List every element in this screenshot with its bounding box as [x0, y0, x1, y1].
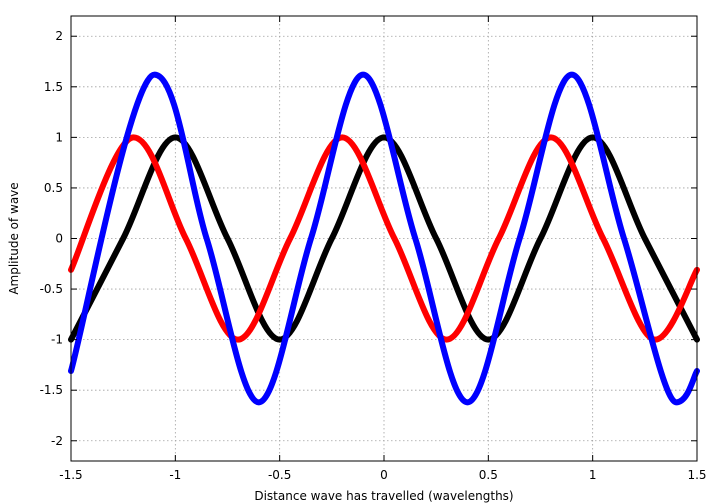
series-line-0 [68, 134, 700, 343]
series-line-1 [68, 134, 700, 343]
x-tick-label: -0.5 [268, 468, 291, 482]
y-tick-label: 0 [55, 232, 63, 246]
series-layer [68, 71, 700, 406]
tick-layer: -1.5 -1 -0.5 0 0.5 1 1.5 -2 -1.5 -1 -0.5 0 0.5 1 1.5 2 [40, 16, 707, 482]
x-axis-label: Distance wave has travelled (wavelengths… [254, 489, 513, 503]
y-axis-label: Amplitude of wave [7, 182, 21, 294]
x-tick-label: 0.5 [479, 468, 498, 482]
x-tick-label: 1 [589, 468, 597, 482]
y-tick-label: -2 [51, 434, 63, 448]
y-tick-label: -0.5 [40, 282, 63, 296]
y-tick-label: -1 [51, 333, 63, 347]
y-tick-label: 2 [55, 29, 63, 43]
y-tick-label: -1.5 [40, 383, 63, 397]
series-line-2 [68, 71, 700, 406]
y-tick-label: 1.5 [44, 80, 63, 94]
y-tick-label: 0.5 [44, 181, 63, 195]
x-tick-label: -1.5 [59, 468, 82, 482]
x-tick-label: 0 [380, 468, 388, 482]
x-tick-label: 1.5 [687, 468, 706, 482]
x-tick-label: -1 [169, 468, 181, 482]
y-tick-label: 1 [55, 130, 63, 144]
